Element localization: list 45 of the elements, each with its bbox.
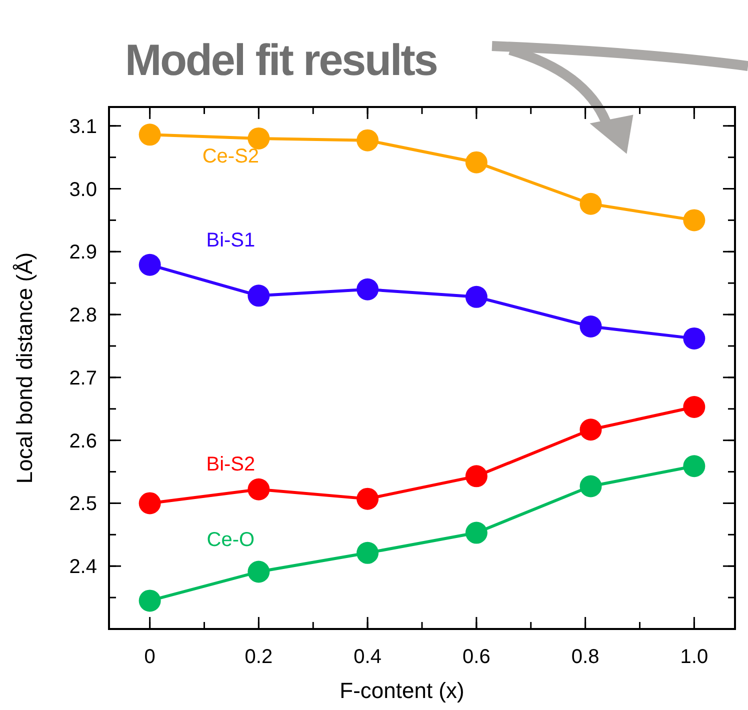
y-tick-label: 3.0 <box>69 178 97 201</box>
chart-title: Model fit results <box>125 36 437 85</box>
y-tick-label: 2.4 <box>69 556 97 578</box>
point <box>683 327 706 350</box>
point <box>580 475 602 498</box>
point <box>138 254 161 276</box>
point <box>465 286 488 308</box>
point <box>465 465 488 488</box>
point <box>248 127 270 150</box>
y-tick-label: 2.7 <box>69 367 97 390</box>
x-tick-label: 0 <box>144 646 156 668</box>
point <box>138 590 161 612</box>
point <box>356 278 379 300</box>
x-tick-label: 0.6 <box>462 646 490 668</box>
point <box>356 488 379 510</box>
point <box>248 478 270 500</box>
point <box>248 284 270 307</box>
point <box>580 315 602 338</box>
point <box>138 124 161 146</box>
y-tick-label: 2.5 <box>69 493 97 516</box>
series-label: Bi-S1 <box>206 230 256 252</box>
point <box>580 192 602 215</box>
point <box>683 396 706 418</box>
series-label: Ce-S2 <box>202 145 260 168</box>
x-tick-label: 1.0 <box>680 646 708 668</box>
point <box>683 209 706 232</box>
x-tick-label: 0.2 <box>244 646 273 668</box>
point <box>138 492 161 514</box>
x-axis-title: F-content (x) <box>340 678 464 703</box>
series-label: Bi-S2 <box>206 453 256 476</box>
x-tick-label: 0.4 <box>354 646 382 668</box>
y-axis-title: Local bond distance (Å) <box>12 252 37 484</box>
point <box>356 129 379 152</box>
point <box>465 151 488 174</box>
y-tick-label: 2.8 <box>69 304 97 327</box>
series-label: Ce-O <box>206 528 255 551</box>
point <box>248 560 270 583</box>
point <box>465 522 488 544</box>
point <box>580 418 602 441</box>
y-tick-label: 3.1 <box>69 116 97 138</box>
y-tick-label: 2.9 <box>69 242 97 264</box>
point <box>356 542 379 564</box>
x-tick-label: 0.8 <box>571 646 600 668</box>
point <box>683 455 706 478</box>
y-tick-label: 2.6 <box>69 430 97 452</box>
